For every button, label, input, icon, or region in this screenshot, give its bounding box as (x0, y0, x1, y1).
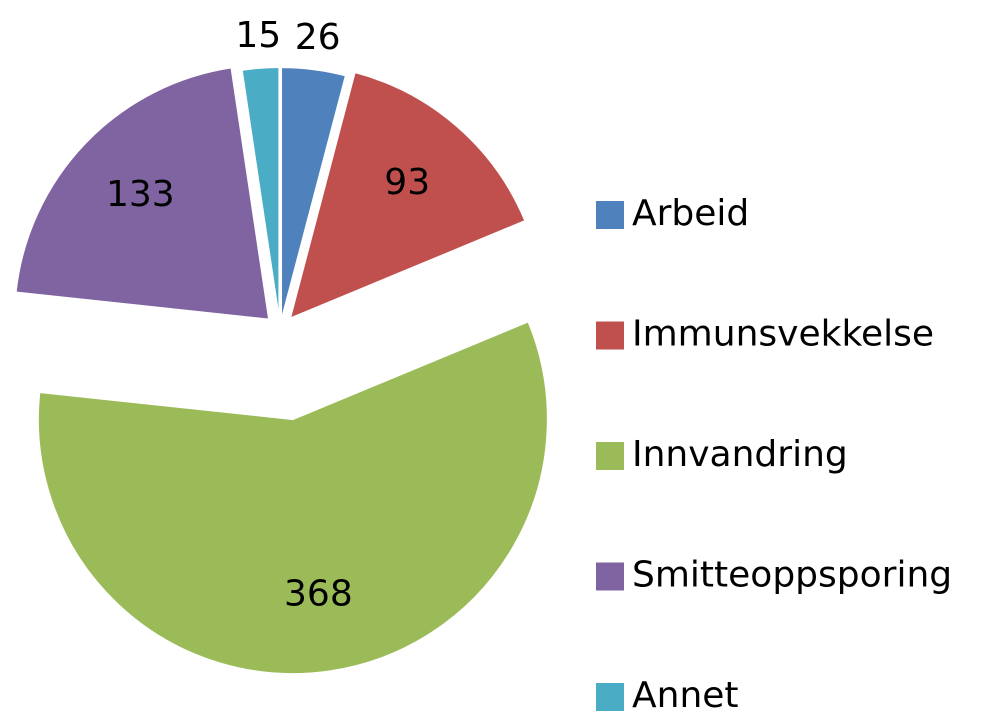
legend-label: Arbeid (632, 193, 749, 234)
legend-label: Immunsvekkelse (632, 314, 934, 355)
legend-swatch (596, 201, 624, 229)
data-label: 26 (295, 17, 341, 58)
legend-swatch (596, 442, 624, 470)
pie-slice (36, 320, 549, 676)
data-label: 93 (384, 162, 430, 203)
pie-slice (240, 66, 281, 323)
pie-slice (288, 70, 527, 321)
legend-swatch (596, 683, 624, 711)
legend-swatch (596, 321, 624, 350)
data-label: 133 (106, 174, 175, 215)
legend-label: Smitteoppsporing (632, 555, 952, 596)
legend-swatch (596, 562, 624, 591)
data-label: 368 (284, 574, 353, 615)
data-label: 15 (235, 15, 281, 56)
legend-label: Annet (632, 675, 739, 714)
pie-slice (280, 66, 348, 323)
pie-slice (14, 66, 271, 321)
legend-label: Innvandring (632, 434, 848, 475)
